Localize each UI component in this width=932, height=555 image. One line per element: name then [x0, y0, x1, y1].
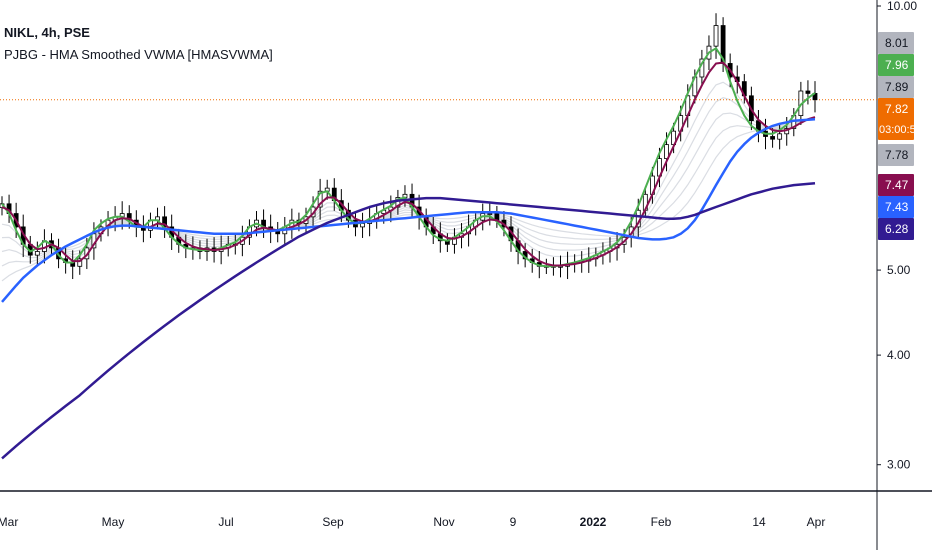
price-label-text: 6.28 — [885, 222, 909, 236]
symbol-title[interactable]: NIKL, 4h, PSE — [4, 25, 90, 40]
x-tick-label: Jul — [218, 515, 233, 529]
y-tick-label: 10.00 — [887, 0, 917, 13]
candle-body — [713, 25, 719, 47]
candle-body — [77, 258, 83, 267]
price-label-box — [878, 32, 914, 54]
candle-body — [770, 136, 775, 140]
candle-body — [126, 213, 132, 221]
x-tick-label: May — [102, 515, 125, 529]
candle-body — [777, 133, 783, 140]
x-tick-label: Sep — [322, 515, 344, 529]
y-tick-label: 3.00 — [887, 458, 911, 472]
y-tick-label: 5.00 — [887, 263, 911, 277]
price-label-text: 7.47 — [885, 178, 909, 192]
price-label-box — [878, 144, 914, 166]
ribbon-line-4 — [1, 81, 816, 259]
price-label-text: 8.01 — [885, 36, 909, 50]
chart-legend: NIKL, 4h, PSE PJBG - HMA Smoothed VWMA [… — [4, 22, 273, 66]
price-label-box — [878, 98, 914, 140]
price-label-box — [878, 196, 914, 218]
x-tick-label: Mar — [0, 515, 18, 529]
series-line-ma_mid — [1, 61, 816, 267]
indicator-title[interactable]: PJBG - HMA Smoothed VWMA [HMASVWMA] — [4, 47, 273, 62]
ribbon-line-2 — [1, 112, 816, 259]
price-label-box — [878, 76, 914, 98]
x-tick-label: Apr — [807, 515, 826, 529]
x-tick-label: Nov — [433, 515, 454, 529]
series-line-ma_long — [1, 181, 816, 460]
x-tick-label: 9 — [510, 515, 517, 529]
price-label-box — [878, 174, 914, 196]
x-tick-label: Feb — [651, 515, 672, 529]
price-label-text: 7.82 — [885, 102, 909, 116]
x-tick-label: 14 — [752, 515, 766, 529]
price-label-text: 7.78 — [885, 148, 909, 162]
y-tick-label: 4.00 — [887, 348, 911, 362]
countdown-label: 03:00:50 — [879, 124, 922, 136]
price-label-box — [878, 54, 914, 76]
candle-body — [34, 251, 40, 256]
price-label-text: 7.96 — [885, 58, 909, 72]
candle-body — [360, 223, 365, 228]
candle-body — [805, 90, 811, 94]
candle-body — [317, 190, 323, 208]
price-label-text: 7.89 — [885, 80, 909, 94]
price-label-box — [878, 218, 914, 240]
price-label-text: 7.43 — [885, 200, 909, 214]
candle-body — [487, 213, 493, 215]
series-line-ma_slow — [1, 117, 816, 303]
x-tick-label: 2022 — [580, 515, 607, 529]
candle-body — [664, 144, 669, 159]
